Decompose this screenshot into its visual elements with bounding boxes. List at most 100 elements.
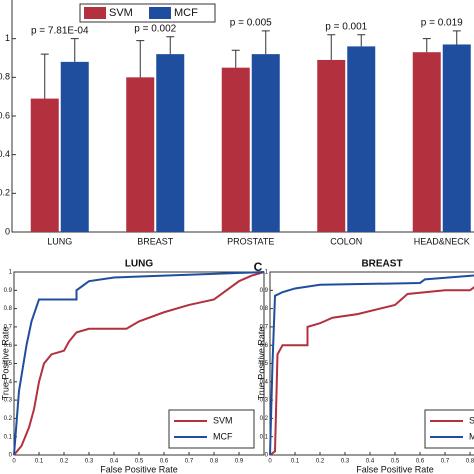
y-tick-label: 0.1 xyxy=(4,434,13,440)
bar xyxy=(317,59,346,232)
error-bar xyxy=(70,38,79,62)
y-tick-label: 0 xyxy=(5,226,10,236)
legend-box xyxy=(168,409,255,449)
bar xyxy=(347,46,376,233)
y-tick-label: 0.5 xyxy=(4,361,13,367)
x-tick-label: 0.5 xyxy=(391,459,400,465)
annotation: p = 0.019 xyxy=(421,18,463,29)
x-tick-label: 0.6 xyxy=(416,459,425,465)
y-tick-label: 1 xyxy=(9,270,13,276)
y-tick-label: 0.9 xyxy=(4,288,13,294)
y-tick-label: 0.6 xyxy=(4,343,13,349)
y-tick-label: 0.8 xyxy=(4,306,13,312)
legend-box xyxy=(424,409,474,449)
x-tick-label: 0.9 xyxy=(235,459,244,465)
error-bar xyxy=(452,30,461,45)
y-axis-label: True Positive Rate xyxy=(256,327,266,401)
y-tick-label: 1 xyxy=(5,33,10,43)
y-tick-label: 0.2 xyxy=(260,416,269,422)
y-tick-label: 0 xyxy=(265,453,269,459)
x-tick-label: BREAST xyxy=(137,236,174,246)
y-tick-label: 1 xyxy=(265,270,269,276)
x-tick-label: 0.4 xyxy=(366,459,375,465)
chart-title: LUNG xyxy=(125,259,154,270)
bar xyxy=(251,54,280,233)
x-tick-label: LUNG xyxy=(47,236,72,246)
bar xyxy=(156,54,185,233)
y-tick-label: 0.7 xyxy=(260,324,269,330)
y-tick-label: 0.6 xyxy=(0,110,10,120)
x-tick-label: 0.1 xyxy=(291,459,300,465)
y-tick-label: 0.2 xyxy=(4,416,13,422)
y-tick-label: 0.6 xyxy=(260,343,269,349)
x-tick-label: 0.8 xyxy=(466,459,474,465)
y-tick-label: 0.7 xyxy=(4,324,13,330)
y-tick-label: 0.8 xyxy=(0,72,10,82)
y-tick-label: 0.5 xyxy=(260,361,269,367)
y-tick-label: 0.4 xyxy=(4,379,13,385)
x-tick-label: HEAD&NECK xyxy=(414,236,470,246)
x-axis-label: False Positive Rate xyxy=(100,464,178,474)
error-bar xyxy=(231,49,240,68)
x-tick-label: 0.3 xyxy=(341,459,350,465)
x-tick-label: 0.4 xyxy=(110,459,119,465)
roc-line xyxy=(269,274,474,456)
legend-swatch xyxy=(149,7,171,19)
chart-title: BREAST xyxy=(361,259,402,270)
annotation: p = 0.002 xyxy=(134,23,176,34)
x-tick-label: 0.3 xyxy=(85,459,94,465)
error-bar xyxy=(166,36,175,55)
error-bar xyxy=(327,34,336,60)
legend-label: SVM xyxy=(469,415,474,425)
y-tick-label: 0.8 xyxy=(260,306,269,312)
x-tick-label: 0 xyxy=(12,459,16,465)
legend-label: MCF xyxy=(213,431,233,441)
legend-label: MCF xyxy=(469,431,474,441)
x-tick-label: 0.2 xyxy=(316,459,325,465)
legend-swatch xyxy=(84,7,106,19)
x-axis-label: False Positive Rate xyxy=(356,464,434,474)
error-bar xyxy=(261,30,270,55)
roc-line xyxy=(13,271,265,456)
y-tick-label: 0.3 xyxy=(4,398,13,404)
bar xyxy=(412,52,441,233)
x-tick-label: 0.7 xyxy=(441,459,450,465)
error-bar xyxy=(40,53,49,99)
legend-label: MCF xyxy=(174,7,198,19)
bar xyxy=(60,61,89,232)
legend-label: SVM xyxy=(213,415,233,425)
x-tick-label: 0.2 xyxy=(60,459,69,465)
bar xyxy=(221,67,250,233)
x-tick-label: 0.1 xyxy=(35,459,44,465)
roc-line xyxy=(13,271,265,456)
y-tick-label: 0.9 xyxy=(260,288,269,294)
error-bar xyxy=(357,34,366,47)
y-tick-label: 0.4 xyxy=(0,149,10,159)
annotation: p = 0.005 xyxy=(230,18,272,29)
y-axis-label: True Positive Rate xyxy=(0,327,10,401)
y-tick-label: 0.4 xyxy=(260,379,269,385)
y-tick-label: 0.2 xyxy=(0,188,10,198)
x-tick-label: PROSTATE xyxy=(227,236,274,246)
error-bar xyxy=(136,40,145,78)
y-tick-label: 0.1 xyxy=(260,434,269,440)
x-tick-label: 0 xyxy=(268,459,272,465)
panel-label: C xyxy=(254,260,263,274)
roc-line xyxy=(269,286,474,456)
x-tick-label: 0.7 xyxy=(185,459,194,465)
error-bar xyxy=(422,38,431,53)
x-tick-label: 0.6 xyxy=(160,459,169,465)
y-tick-label: 0.3 xyxy=(260,398,269,404)
y-tick-label: 0 xyxy=(9,453,13,459)
legend-label: SVM xyxy=(109,7,133,19)
x-tick-label: 0.5 xyxy=(135,459,144,465)
legend-box xyxy=(79,3,216,23)
x-tick-label: 0.8 xyxy=(210,459,219,465)
bar xyxy=(442,44,471,232)
bar xyxy=(126,77,155,232)
x-tick-label: COLON xyxy=(330,236,362,246)
bar xyxy=(30,98,59,232)
annotation: p = 0.001 xyxy=(325,21,367,32)
annotation: p = 7.81E-04 xyxy=(31,25,89,36)
